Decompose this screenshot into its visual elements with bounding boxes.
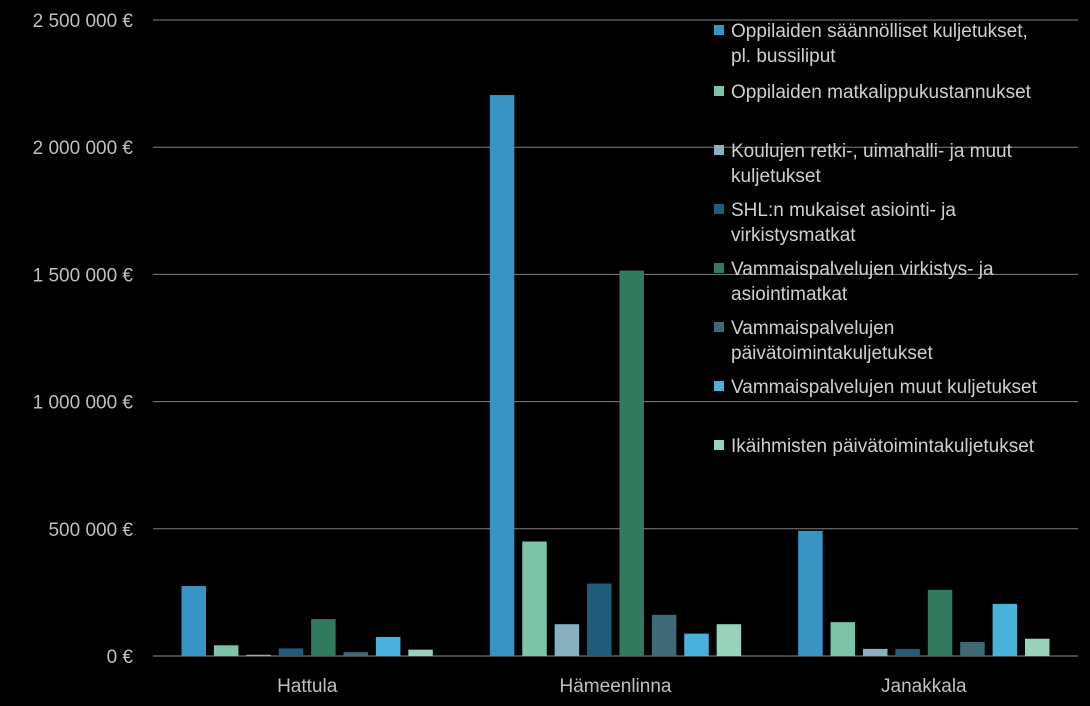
bar	[587, 583, 612, 656]
x-category-label: Janakkala	[881, 676, 967, 697]
x-axis-category-labels: Hattula Hämeenlinna Janakkala	[277, 676, 967, 697]
bar	[408, 649, 433, 656]
bar	[830, 622, 856, 656]
bar	[213, 645, 239, 656]
legend-label: Oppilaiden matkalippukustannukset	[731, 82, 1032, 103]
legend-swatch	[714, 25, 724, 35]
legend-label: pl. bussiliput	[731, 46, 836, 67]
legend-label: Koulujen retki-, uimahalli- ja muut	[731, 141, 1013, 162]
bar	[798, 530, 823, 656]
legend-label: asiointimatkat	[731, 284, 848, 305]
y-tick-label: 1 000 000 €	[33, 393, 134, 414]
legend-label: virkistysmatkat	[731, 225, 856, 246]
legend-label: päivätoimintakuljetukset	[731, 343, 933, 364]
bar	[684, 633, 709, 656]
bar	[862, 648, 888, 656]
bar	[651, 614, 677, 656]
bar	[927, 589, 953, 656]
legend-label: kuljetukset	[731, 166, 821, 187]
bars	[181, 95, 1050, 657]
legend-label: Oppilaiden säännölliset kuljetukset,	[731, 21, 1028, 42]
legend-label: Vammaispalvelujen muut kuljetukset	[731, 377, 1038, 398]
bar	[489, 95, 515, 657]
bar	[960, 642, 985, 656]
y-tick-label: 1 500 000 €	[33, 265, 134, 286]
bar	[992, 603, 1018, 656]
legend-swatch	[714, 381, 724, 391]
bar	[619, 270, 644, 656]
bar	[554, 624, 580, 656]
x-category-label: Hämeenlinna	[560, 676, 672, 697]
legend-label: SHL:n mukaiset asiointi- ja	[731, 200, 956, 221]
bar	[278, 648, 304, 656]
legend-swatch	[714, 322, 724, 332]
y-tick-label: 0 €	[107, 647, 134, 668]
y-axis-tick-labels: 0 € 500 000 € 1 000 000 € 1 500 000 € 2 000 …	[33, 11, 134, 668]
y-tick-label: 2 500 000 €	[33, 11, 134, 32]
bar	[311, 619, 336, 656]
bar	[1024, 638, 1050, 656]
bar	[246, 654, 271, 656]
y-tick-label: 2 000 000 €	[33, 138, 134, 159]
bar	[181, 586, 207, 656]
gridlines	[153, 19, 1078, 657]
legend-swatch	[714, 263, 724, 273]
bar	[522, 541, 547, 656]
legend-label: Vammaispalvelujen virkistys- ja	[731, 259, 994, 280]
x-category-label: Hattula	[277, 676, 338, 697]
bar	[895, 648, 920, 656]
legend-swatch	[714, 86, 724, 96]
legend-swatch	[714, 204, 724, 214]
legend-swatch	[714, 145, 724, 155]
legend-swatch	[714, 440, 724, 450]
bar	[343, 652, 369, 656]
bar	[375, 636, 401, 656]
legend: Oppilaiden säännölliset kuljetukset, pl. …	[714, 21, 1038, 457]
legend-label: Ikäihmisten päivätoimintakuljetukset	[731, 436, 1035, 457]
bar	[716, 624, 742, 656]
legend-label: Vammaispalvelujen	[731, 318, 894, 339]
y-tick-label: 500 000 €	[48, 520, 133, 541]
